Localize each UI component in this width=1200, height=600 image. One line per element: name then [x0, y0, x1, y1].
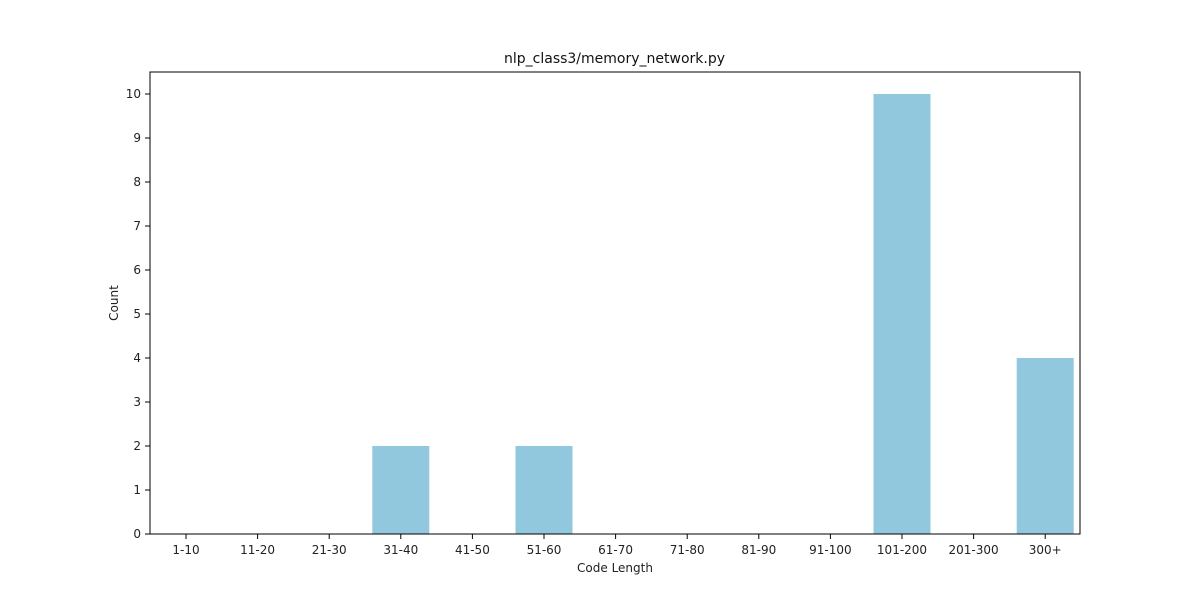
plot-frame: [149, 71, 1081, 535]
y-tick-label: 7: [133, 219, 141, 233]
y-axis-label: Count: [107, 285, 121, 321]
x-tick-label: 51-60: [527, 543, 562, 557]
y-tick-label: 2: [133, 439, 141, 453]
x-tick-label: 41-50: [455, 543, 490, 557]
x-tick-label: 71-80: [670, 543, 705, 557]
y-axis-ticks: 0 1 2 3 4 5 6 7 8 9 10: [126, 87, 150, 541]
chart-title: nlp_class3/memory_network.py: [504, 51, 725, 67]
x-tick-label: 1-10: [172, 543, 199, 557]
x-tick-label: 31-40: [383, 543, 418, 557]
y-tick-label: 1: [133, 483, 141, 497]
y-tick-label: 8: [133, 175, 141, 189]
y-tick-label: 10: [126, 87, 141, 101]
bar-300+: [1016, 358, 1074, 534]
bar-101-200: [873, 94, 931, 534]
x-axis-ticks: 1-10 11-20 21-30 31-40 41-50 51-60 61-70 71-80 8…: [172, 534, 1062, 557]
x-tick-label: 300+: [1029, 543, 1062, 557]
bar-51-60: [515, 446, 573, 534]
x-tick-label: 101-200: [877, 543, 927, 557]
bars-group: [372, 94, 1074, 534]
x-tick-label: 91-100: [809, 543, 852, 557]
y-tick-label: 4: [133, 351, 141, 365]
y-tick-label: 3: [133, 395, 141, 409]
x-tick-label: 201-300: [949, 543, 999, 557]
x-axis-label: Code Length: [577, 561, 653, 575]
x-tick-label: 11-20: [240, 543, 275, 557]
bar-31-40: [372, 446, 430, 534]
y-tick-label: 6: [133, 263, 141, 277]
y-tick-label: 9: [133, 131, 141, 145]
y-tick-label: 0: [133, 527, 141, 541]
x-tick-label: 21-30: [312, 543, 347, 557]
y-tick-label: 5: [133, 307, 141, 321]
x-tick-label: 81-90: [741, 543, 776, 557]
x-tick-label: 61-70: [598, 543, 633, 557]
